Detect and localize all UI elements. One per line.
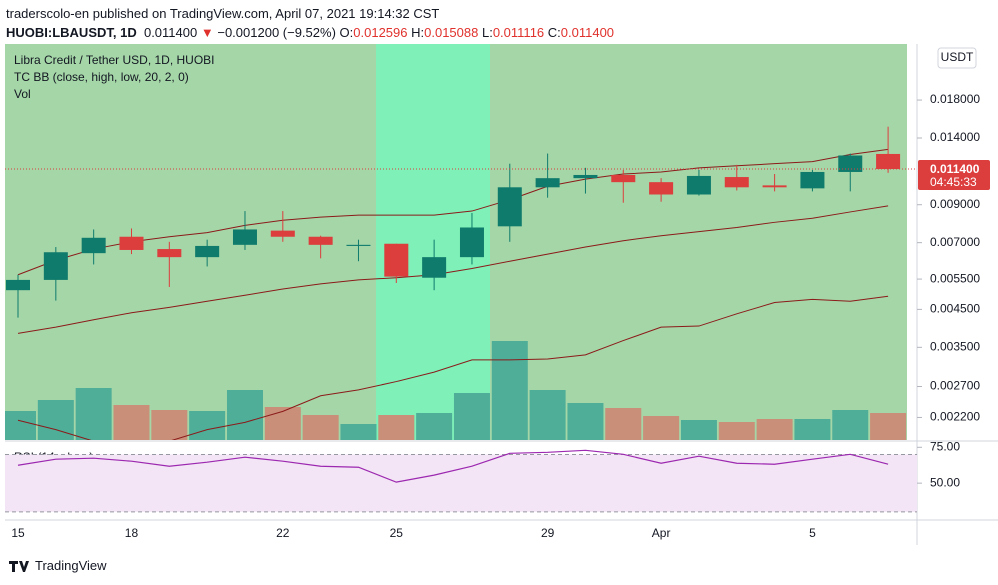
candle-body: [6, 279, 30, 291]
brand: TradingView: [35, 558, 107, 573]
candle-body: [43, 252, 68, 280]
l-label: L:: [481, 25, 493, 40]
volume-bar: [453, 393, 490, 440]
y-tick-label: 0.009000: [930, 197, 980, 211]
y-tick-label: 0.003500: [930, 340, 980, 354]
bollinger-lower: [17, 295, 889, 440]
footer: TradingView: [8, 558, 107, 573]
change: −0.001200 (−9.52%): [217, 25, 336, 40]
volume-bar: [113, 405, 150, 440]
logo: [9, 560, 29, 572]
candle-body: [762, 185, 787, 188]
last-price-label: 0.011400: [930, 162, 980, 176]
down-arrow: ▼: [200, 25, 214, 40]
c-label: C:: [547, 25, 561, 40]
candle-body: [308, 236, 333, 245]
candle-body: [384, 243, 409, 277]
symbol: HUOBI:LBAUSDT, 1D: [6, 25, 137, 40]
symbol-title: Libra Credit / Tether USD, 1D, HUOBI: [14, 53, 215, 67]
candle-body: [81, 237, 106, 254]
price: 0.011400: [143, 25, 198, 40]
candle-body: [195, 245, 220, 258]
publisher: traderscolo-en published on TradingView.…: [6, 6, 440, 21]
candle-body: [724, 177, 749, 188]
bollinger-upper: [17, 148, 889, 276]
indicator-label: TC BB (close, high, low, 20, 2, 0): [14, 70, 189, 84]
x-tick-label: 18: [125, 526, 139, 540]
rsi-line: [17, 449, 889, 483]
bollinger-basis: [17, 205, 889, 334]
candle-body: [611, 174, 636, 183]
l-value: 0.011116: [492, 25, 545, 40]
volume-bar: [75, 388, 112, 440]
x-tick-label: 25: [390, 526, 404, 540]
volume-label: Vol: [14, 87, 31, 101]
countdown: 04:45:33: [930, 175, 977, 189]
volume-bar: [870, 413, 907, 440]
candle-body: [459, 227, 484, 258]
rsi-tick-label: 75.00: [930, 439, 960, 453]
candle-body: [422, 257, 447, 278]
candle-body: [270, 230, 295, 237]
y-tick-label: 0.007000: [930, 235, 980, 249]
candle-body: [686, 175, 711, 195]
x-tick-label: 22: [276, 526, 290, 540]
volume-bar: [756, 419, 793, 440]
currency: USDT: [941, 50, 974, 64]
volume-bar: [605, 408, 642, 440]
candle-body: [838, 155, 863, 172]
y-tick-label: 0.018000: [930, 92, 980, 106]
volume-bar: [340, 424, 377, 440]
y-tick-label: 0.004500: [930, 302, 980, 316]
chart: Libra Credit / Tether USD, 1D, HUOBI TC …: [5, 44, 998, 545]
volume-bar: [529, 390, 566, 440]
y-tick-label: 0.002200: [930, 410, 980, 424]
volume-bar: [378, 415, 415, 440]
candle-body: [876, 153, 901, 170]
currency-box[interactable]: [937, 47, 977, 69]
candle-body: [800, 171, 825, 189]
volume-bar: [37, 400, 74, 440]
x-tick-label: Apr: [652, 526, 671, 540]
candle-body: [573, 174, 598, 179]
h-value: 0.015088: [424, 25, 479, 40]
volume-bar: [5, 411, 36, 440]
volume-bar: [151, 410, 188, 440]
x-tick-label: 15: [11, 526, 25, 540]
last-price-box: [918, 160, 990, 191]
volume-bar: [794, 419, 831, 440]
y-tick-label: 0.002700: [930, 379, 980, 393]
x-tick-label: 5: [809, 526, 816, 540]
candle-body: [535, 178, 560, 188]
candle-body: [119, 236, 144, 250]
candle-body: [649, 182, 674, 195]
volume-bar: [226, 390, 263, 440]
candle-body: [346, 244, 371, 246]
o-label: O:: [339, 25, 354, 40]
volume-bar: [302, 415, 339, 440]
candle-body: [497, 187, 522, 227]
volume-bar: [567, 403, 604, 440]
volume-bar: [718, 422, 755, 440]
symbol-line: HUOBI:LBAUSDT, 1D 0.011400 ▼ −0.001200 (…: [6, 23, 614, 42]
x-tick-label: 29: [541, 526, 555, 540]
y-tick-label: 0.005500: [930, 271, 980, 285]
volume-bar: [832, 410, 869, 440]
volume-bar: [643, 416, 680, 440]
h-label: H:: [411, 25, 425, 40]
volume-bar: [416, 413, 453, 440]
candle-body: [157, 249, 182, 258]
volume-bar: [189, 411, 226, 440]
candle-body: [232, 229, 257, 245]
rsi-tick-label: 50.00: [930, 475, 960, 489]
volume-bar: [264, 407, 301, 440]
c-value: 0.011400: [560, 25, 615, 40]
o-value: 0.012596: [353, 25, 408, 40]
y-tick-label: 0.014000: [930, 130, 980, 144]
volume-bar: [491, 341, 528, 440]
header: traderscolo-en published on TradingView.…: [6, 4, 614, 42]
volume-bar: [680, 420, 717, 440]
